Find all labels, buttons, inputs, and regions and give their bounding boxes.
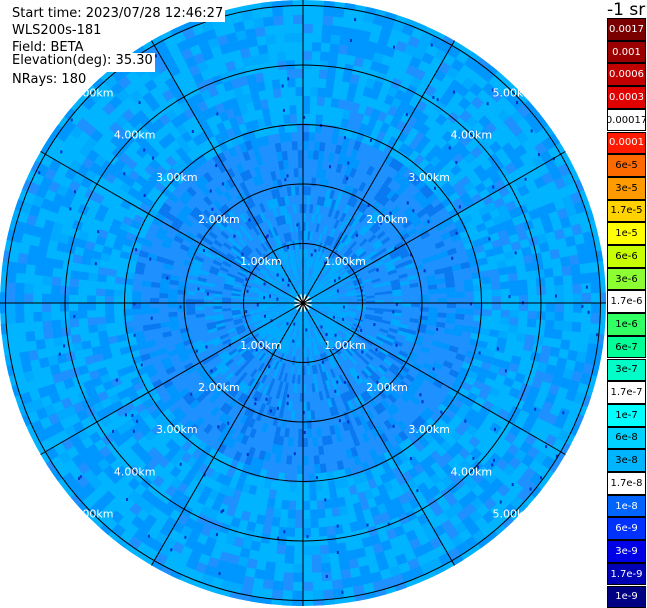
range-label: 4.00km	[114, 129, 156, 142]
colorbar-tick-label: 3e-9	[615, 546, 638, 557]
range-label: 4.00km	[114, 465, 156, 478]
colorbar-tick-label: 3e-5	[615, 183, 638, 194]
colorbar-tick-label: 0.0006	[609, 69, 644, 80]
colorbar-tick-label: 3e-7	[615, 364, 638, 375]
colorbar-swatch: 0.0006	[607, 63, 646, 86]
range-label: 1.00km	[240, 339, 282, 352]
colorbar-tick-label: 1e-7	[615, 410, 638, 421]
colorbar-tick-label: 6e-5	[615, 160, 638, 171]
colorbar-swatch: 0.0003	[607, 86, 646, 109]
range-label: 2.00km	[366, 381, 408, 394]
colorbar-tick-label: 1e-8	[615, 501, 638, 512]
colorbar-tick-label: 6e-9	[615, 523, 638, 534]
colorbar-swatch: 1e-9	[607, 586, 646, 608]
colorbar-swatch: 1e-8	[607, 495, 646, 518]
range-label: 1.00km	[324, 339, 366, 352]
colorbar-tick-label: 0.00017	[607, 115, 646, 126]
colorbar-tick-label: 0.0003	[609, 92, 644, 103]
colorbar-tick-label: 1e-9	[615, 591, 638, 602]
start-time-label: Start time: 2023/07/28 12:46:27	[12, 6, 225, 22]
colorbar-tick-label: 1.7e-7	[610, 387, 642, 398]
range-label: 1.00km	[324, 255, 366, 268]
colorbar-swatch: 1.7e-6	[607, 290, 646, 313]
colorbar-tick-label: 1.7e-5	[610, 205, 642, 216]
colorbar-tick-label: 1.7e-6	[610, 296, 642, 307]
range-label: 2.00km	[198, 213, 240, 226]
colorbar-swatch: 0.0001	[607, 132, 646, 155]
range-label: 4.00km	[451, 465, 493, 478]
colorbar-swatch: 3e-9	[607, 540, 646, 563]
elevation-label: Elevation(deg): 35.30	[12, 53, 155, 72]
colorbar-tick-label: 3e-6	[615, 274, 638, 285]
colorbar-unit-label: -1 sr	[607, 0, 645, 20]
range-label: 5.00km	[493, 507, 535, 520]
range-label: 3.00km	[408, 171, 450, 184]
colorbar-swatch: 6e-9	[607, 517, 646, 540]
colorbar-swatch: 6e-6	[607, 245, 646, 268]
colorbar-swatch: 0.00017	[607, 109, 646, 132]
colorbar-tick-label: 0.0017	[609, 24, 644, 35]
range-label: 4.00km	[451, 129, 493, 142]
colorbar-tick-label: 6e-6	[615, 251, 638, 262]
range-label: 3.00km	[408, 423, 450, 436]
colorbar-swatch: 1.7e-7	[607, 381, 646, 404]
colorbar-tick-label: 6e-7	[615, 342, 638, 353]
nrays-label: NRays: 180	[12, 72, 86, 88]
colorbar-swatch: 0.0017	[607, 18, 646, 41]
range-label: 3.00km	[156, 423, 198, 436]
range-label: 1.00km	[240, 255, 282, 268]
colorbar-swatch: 1e-6	[607, 313, 646, 336]
colorbar-tick-label: 1.7e-9	[610, 569, 642, 580]
range-label: 5.00km	[493, 87, 535, 100]
colorbar-swatch: 3e-6	[607, 268, 646, 291]
range-label: 2.00km	[366, 213, 408, 226]
range-label: 5.00km	[72, 507, 114, 520]
range-label: 5.00km	[72, 87, 114, 100]
range-label: 2.00km	[198, 381, 240, 394]
colorbar-swatch: 1e-7	[607, 404, 646, 427]
colorbar-tick-label: 6e-8	[615, 432, 638, 443]
colorbar-swatch: 1.7e-9	[607, 563, 646, 586]
colorbar-swatch: 1.7e-5	[607, 200, 646, 223]
colorbar-swatch: 1.7e-8	[607, 472, 646, 495]
colorbar-swatch: 6e-5	[607, 154, 646, 177]
colorbar-tick-label: 1e-5	[615, 228, 638, 239]
colorbar-tick-label: 1.7e-8	[610, 478, 642, 489]
colorbar-swatch: 3e-7	[607, 359, 646, 382]
colorbar-swatch: 6e-8	[607, 427, 646, 450]
colorbar-swatch: 0.001	[607, 41, 646, 64]
range-label: 3.00km	[156, 171, 198, 184]
colorbar-tick-label: 0.001	[612, 47, 641, 58]
colorbar-swatch: 3e-5	[607, 177, 646, 200]
colorbar-tick-label: 1e-6	[615, 319, 638, 330]
colorbar-swatch: 3e-8	[607, 449, 646, 472]
colorbar-tick-label: 0.0001	[609, 137, 644, 148]
ppi-plot: 1.00km 1.00km 1.00km 1.00km 2.00km 2.00km 2.00…	[0, 0, 607, 607]
colorbar-swatch: 6e-7	[607, 336, 646, 359]
colorbar-swatch: 1e-5	[607, 222, 646, 245]
instrument-label: WLS200s-181	[12, 23, 101, 39]
colorbar-tick-label: 3e-8	[615, 455, 638, 466]
